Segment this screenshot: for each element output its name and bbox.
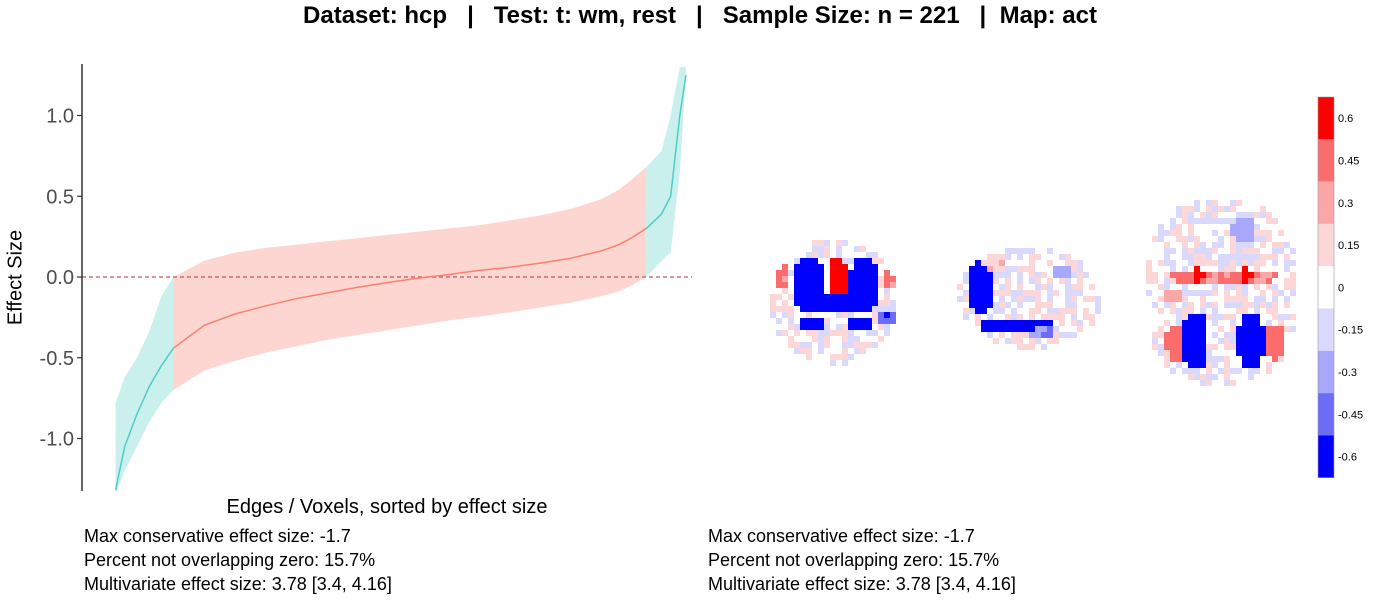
colorbar-label: -0.6 [1338,452,1357,464]
colorbar-frame [1317,96,1335,479]
colorbar-swatch [1318,97,1334,140]
plot-area [82,67,692,491]
x-axis-label: Edges / Voxels, sorted by effect size [226,496,548,518]
colorbar-label: -0.45 [1338,409,1363,421]
colorbar-swatch [1318,139,1334,182]
effect-line-negative [114,347,175,491]
coronal-slice [770,240,896,366]
sagittal-slice [957,248,1101,350]
plot-stats: Max conservative effect size: -1.7 Perce… [84,524,392,596]
colorbar-label: 0.3 [1338,198,1353,210]
ci-band-positive [646,67,686,277]
colorbar-swatch [1318,223,1334,267]
multivariate-effect-size: Multivariate effect size: 3.78 [3.4, 4.1… [708,574,1016,594]
percent-not-overlapping-zero: Percent not overlapping zero: 15.7% [84,550,376,570]
max-conservative-effect-size: Max conservative effect size: -1.7 [708,526,975,546]
effect-line-positive [645,75,687,230]
colorbar-swatch [1318,350,1334,394]
colorbar-label: -0.3 [1338,367,1357,379]
effect-line-overlapping [173,227,647,349]
y-tick-label: 1.0 [46,106,74,128]
colorbar-label: 0 [1338,282,1344,294]
colorbar-swatch [1318,308,1334,351]
axial-slice [1146,200,1296,386]
colorbar-swatch [1318,393,1334,436]
colorbar-label: -0.15 [1338,325,1363,337]
y-tick-label: 0.0 [46,267,74,289]
colorbar-swatch [1318,181,1334,224]
colorbar-label: 0.6 [1338,113,1353,125]
percent-not-overlapping-zero: Percent not overlapping zero: 15.7% [708,550,1000,570]
colorbar-swatch [1318,266,1334,309]
colorbar-label: 0.15 [1338,240,1359,252]
y-tick-label: 0.5 [46,186,74,208]
y-axis-label: Effect Size [4,229,27,326]
page-title: Dataset: hcp | Test: t: wm, rest | Sampl… [303,2,1097,29]
colorbar-label: 0.45 [1338,155,1359,167]
colorbar: 0.6 0.45 0.3 0.15 0 -0.15 -0.3 -0.45 -0.6 [1317,96,1363,479]
y-tick-label: -0.5 [40,348,74,370]
brain-map-panel [770,200,1296,386]
map-stats: Max conservative effect size: -1.7 Perce… [708,524,1016,596]
ci-band-negative [115,277,174,491]
ci-band-overlapping [173,167,647,391]
effect-size-plot: -1.0 -0.5 0.0 0.5 1.0 [40,64,692,491]
colorbar-swatch [1318,435,1334,478]
y-tick-label: -1.0 [40,429,74,451]
multivariate-effect-size: Multivariate effect size: 3.78 [3.4, 4.1… [84,574,392,594]
max-conservative-effect-size: Max conservative effect size: -1.7 [84,526,351,546]
